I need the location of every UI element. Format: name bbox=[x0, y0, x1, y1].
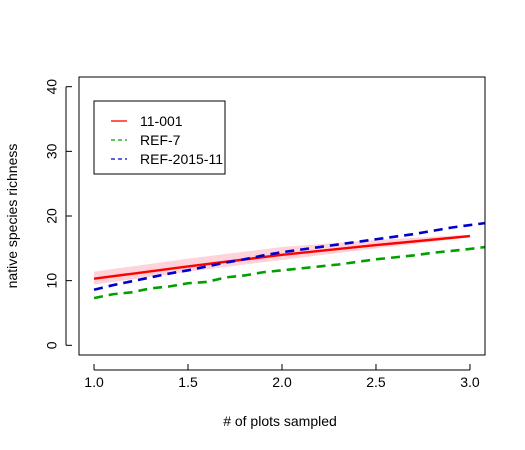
series-line-1 bbox=[93, 245, 485, 300]
y-tick-label: 20 bbox=[44, 208, 60, 224]
x-tick-label: 2.5 bbox=[366, 374, 386, 390]
legend-box bbox=[93, 100, 226, 175]
y-axis: 0 10 20 30 40 bbox=[44, 79, 72, 349]
series-lines bbox=[93, 221, 485, 300]
x-axis-label: # of plots sampled bbox=[223, 413, 337, 429]
confidence-band-0 bbox=[94, 234, 470, 285]
series-line-2 bbox=[93, 221, 485, 291]
series-line-0 bbox=[93, 234, 471, 280]
y-tick-label: 10 bbox=[44, 273, 60, 289]
x-axis: 1.0 1.5 2.0 2.5 3.0 bbox=[84, 364, 480, 390]
legend-label-0: 11-001 bbox=[140, 113, 183, 129]
legend-label-2: REF-2015-11 bbox=[140, 151, 223, 167]
legend-label-1: REF-7 bbox=[140, 132, 181, 148]
y-tick-label: 40 bbox=[44, 79, 60, 95]
confidence-bands bbox=[94, 234, 470, 285]
x-tick-label: 1.0 bbox=[84, 374, 104, 390]
x-tick-label: 3.0 bbox=[460, 374, 480, 390]
y-tick-label: 0 bbox=[44, 341, 60, 349]
y-axis-label: native species richness bbox=[4, 144, 20, 289]
x-tick-label: 1.5 bbox=[178, 374, 198, 390]
y-tick-label: 30 bbox=[44, 143, 60, 159]
x-tick-label: 2.0 bbox=[272, 374, 292, 390]
plot-frame bbox=[78, 76, 486, 356]
legend: 11-001 REF-7 REF-2015-11 bbox=[93, 100, 226, 175]
